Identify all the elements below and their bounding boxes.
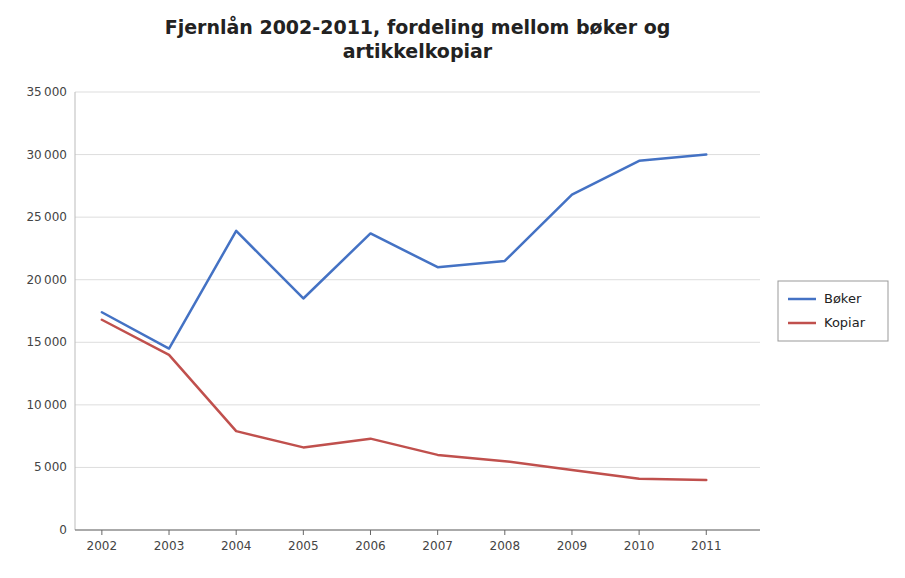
grid-line xyxy=(75,467,760,468)
y-tick-label: 30 000 xyxy=(26,148,67,162)
x-tick xyxy=(504,530,505,535)
legend-swatch xyxy=(788,298,816,301)
title-line: artikkelkopiar xyxy=(343,40,493,62)
x-tick-label: 2002 xyxy=(87,539,118,553)
y-tick-label: 35 000 xyxy=(26,85,67,99)
y-tick-label: 10 000 xyxy=(26,398,67,412)
y-tick-label: 5 000 xyxy=(34,460,67,474)
x-tick xyxy=(370,530,371,535)
x-tick-label: 2010 xyxy=(624,539,655,553)
x-tick-label: 2004 xyxy=(221,539,252,553)
y-tick-label: 15 000 xyxy=(26,335,67,349)
x-tick xyxy=(101,530,102,535)
grid-line xyxy=(75,342,760,343)
x-tick-label: 2008 xyxy=(490,539,521,553)
legend-swatch xyxy=(788,322,816,325)
x-tick-label: 2009 xyxy=(557,539,588,553)
x-tick-label: 2003 xyxy=(154,539,185,553)
series-line xyxy=(102,320,706,480)
title: Fjernlån 2002-2011, fordeling mellom bøk… xyxy=(165,15,671,62)
lines xyxy=(102,155,706,480)
x-tick-label: 2007 xyxy=(422,539,453,553)
x-axis-line xyxy=(75,530,760,531)
grid-line xyxy=(75,404,760,405)
grid-line xyxy=(75,217,760,218)
grid-line xyxy=(75,92,760,93)
grid-line xyxy=(75,530,760,531)
legend-box xyxy=(778,281,888,341)
x-tick xyxy=(639,530,640,535)
grid xyxy=(75,92,760,530)
x-tick xyxy=(169,530,170,535)
legend: Bøker Kopiar xyxy=(778,281,888,341)
legend-label: Kopiar xyxy=(824,315,866,330)
x-tick-label: 2005 xyxy=(288,539,319,553)
grid-line xyxy=(75,279,760,280)
series-line xyxy=(102,155,706,349)
y-tick-label: 25 000 xyxy=(26,210,67,224)
grid-line xyxy=(75,154,760,155)
y-tick-label: 20 000 xyxy=(26,273,67,287)
x-tick xyxy=(437,530,438,535)
title-line: Fjernlån 2002-2011, fordeling mellom bøk… xyxy=(165,15,671,38)
legend-label: Bøker xyxy=(824,291,862,306)
x-tick xyxy=(571,530,572,535)
x-tick-label: 2006 xyxy=(355,539,386,553)
x-tick xyxy=(236,530,237,535)
x-tick xyxy=(303,530,304,535)
y-tick-label: 0 xyxy=(59,523,67,537)
chart: Fjernlån 2002-2011, fordeling mellom bøk… xyxy=(0,0,905,578)
x-tick-label: 2011 xyxy=(691,539,722,553)
y-axis-line xyxy=(75,92,76,530)
x-tick xyxy=(706,530,707,535)
